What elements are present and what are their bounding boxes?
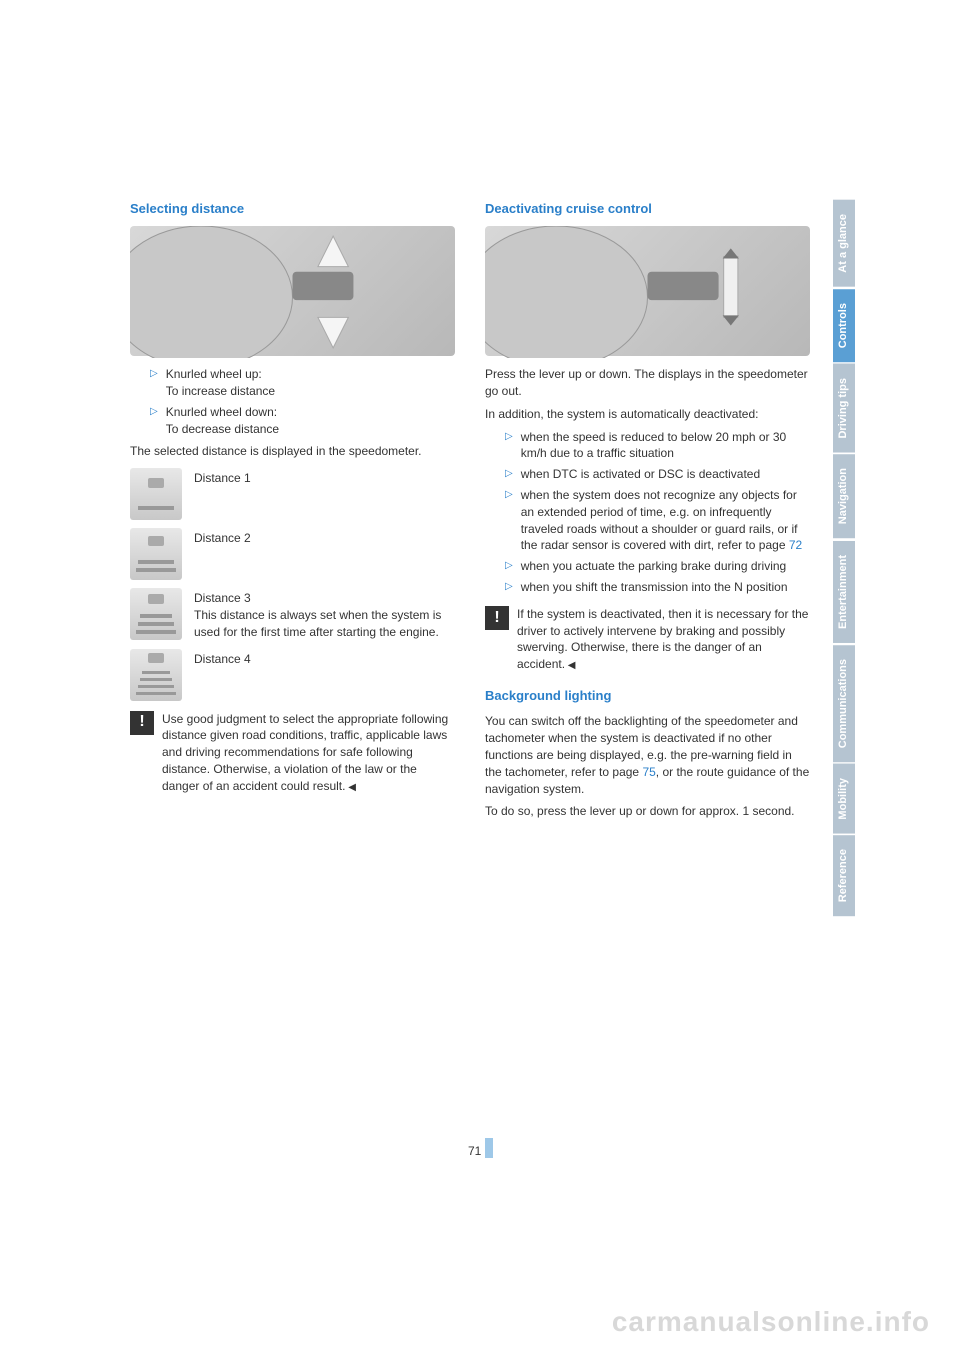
end-marker-icon: ◀ <box>345 782 355 793</box>
distance-4-icon <box>130 649 182 701</box>
distance-3-label: Distance 3 <box>194 591 251 605</box>
para-distance-displayed: The selected distance is displayed in th… <box>130 443 455 460</box>
distance-2-row: Distance 2 <box>130 528 455 580</box>
distance-2-icon <box>130 528 182 580</box>
bullet-text: when you actuate the parking brake durin… <box>521 558 810 575</box>
bullet-label: Knurled wheel up: <box>166 367 262 381</box>
bullet-sub: To increase distance <box>166 384 275 398</box>
para-backlighting: You can switch off the backlighting of t… <box>485 713 810 797</box>
tab-entertainment[interactable]: Entertainment <box>833 541 855 643</box>
triangle-icon: ▷ <box>505 579 513 596</box>
watermark: carmanualsonline.info <box>612 1306 930 1338</box>
para-press-lever: Press the lever up or down. The displays… <box>485 366 810 400</box>
distance-4-row: Distance 4 <box>130 649 455 701</box>
bullet-wheel-up: ▷ Knurled wheel up: To increase distance <box>150 366 455 400</box>
page-bar-icon <box>485 1138 493 1158</box>
warning-right: ! If the system is deactivated, then it … <box>485 606 810 673</box>
tab-driving-tips[interactable]: Driving tips <box>833 364 855 453</box>
bullet-dtc-dsc: ▷ when DTC is activated or DSC is deacti… <box>505 466 810 483</box>
tab-reference[interactable]: Reference <box>833 835 855 916</box>
distance-3-row: Distance 3 This distance is always set w… <box>130 588 455 640</box>
heading-selecting-distance: Selecting distance <box>130 200 455 218</box>
content-area: Selecting distance ▷ Knurled wheel up: T… <box>130 200 810 826</box>
bullet-speed-reduced: ▷ when the speed is reduced to below 20 … <box>505 429 810 463</box>
distance-1-icon <box>130 468 182 520</box>
warning-text: Use good judgment to select the appropri… <box>162 712 448 793</box>
triangle-icon: ▷ <box>505 487 513 554</box>
bullet-text: when you shift the transmission into the… <box>521 579 810 596</box>
warning-icon: ! <box>485 606 509 630</box>
bullet-label: Knurled wheel down: <box>166 405 277 419</box>
bullet-no-objects: ▷ when the system does not recognize any… <box>505 487 810 554</box>
right-column: Deactivating cruise control Press the le… <box>485 200 810 826</box>
distance-3-body: This distance is always set when the sys… <box>194 608 441 639</box>
end-marker-icon: ◀ <box>565 660 575 671</box>
warning-text: If the system is deactivated, then it is… <box>517 607 808 671</box>
bullet-text: when DTC is activated or DSC is deactiva… <box>521 466 810 483</box>
tab-controls[interactable]: Controls <box>833 289 855 362</box>
bullet-text: when the speed is reduced to below 20 mp… <box>521 429 810 463</box>
bullet-wheel-down: ▷ Knurled wheel down: To decrease distan… <box>150 404 455 438</box>
bullet-text: when the system does not recognize any o… <box>521 488 798 552</box>
distance-4-label: Distance 4 <box>194 649 455 668</box>
triangle-icon: ▷ <box>505 558 513 575</box>
para-auto-deactivated: In addition, the system is automatically… <box>485 406 810 423</box>
page-link-75[interactable]: 75 <box>642 765 655 779</box>
bullet-n-position: ▷ when you shift the transmission into t… <box>505 579 810 596</box>
tab-communications[interactable]: Communications <box>833 645 855 762</box>
distance-2-label: Distance 2 <box>194 528 455 547</box>
page-number: 71 <box>468 1138 493 1158</box>
warning-left: ! Use good judgment to select the approp… <box>130 711 455 795</box>
warning-icon: ! <box>130 711 154 735</box>
triangle-icon: ▷ <box>505 466 513 483</box>
triangle-icon: ▷ <box>150 404 158 438</box>
tab-at-a-glance[interactable]: At a glance <box>833 200 855 287</box>
heading-deactivating: Deactivating cruise control <box>485 200 810 218</box>
figure-knurled-wheel <box>130 226 455 356</box>
triangle-icon: ▷ <box>150 366 158 400</box>
figure-lever <box>485 226 810 356</box>
distance-1-row: Distance 1 <box>130 468 455 520</box>
page-link-72[interactable]: 72 <box>789 538 802 552</box>
side-tabs: At a glance Controls Driving tips Naviga… <box>833 200 855 919</box>
bullet-parking-brake: ▷ when you actuate the parking brake dur… <box>505 558 810 575</box>
heading-background-lighting: Background lighting <box>485 687 810 705</box>
tab-mobility[interactable]: Mobility <box>833 764 855 834</box>
distance-3-icon <box>130 588 182 640</box>
bullet-sub: To decrease distance <box>166 422 279 436</box>
para-press-1sec: To do so, press the lever up or down for… <box>485 803 810 820</box>
tab-navigation[interactable]: Navigation <box>833 454 855 538</box>
distance-1-label: Distance 1 <box>194 468 455 487</box>
left-column: Selecting distance ▷ Knurled wheel up: T… <box>130 200 455 826</box>
triangle-icon: ▷ <box>505 429 513 463</box>
